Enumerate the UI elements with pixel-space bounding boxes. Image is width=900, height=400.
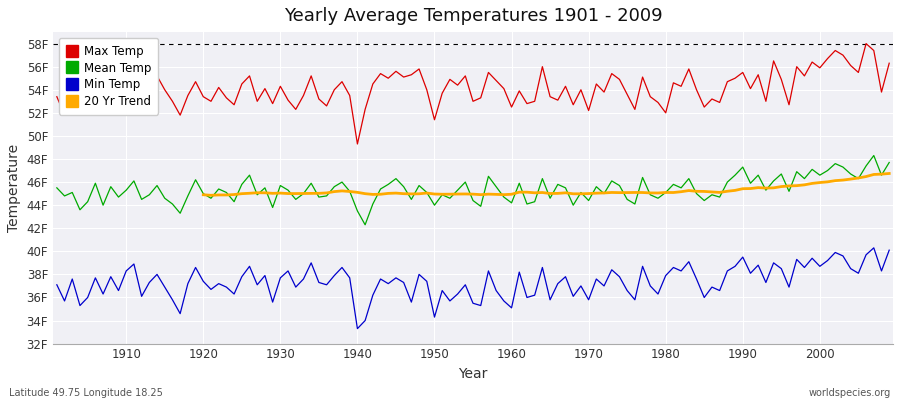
Legend: Max Temp, Mean Temp, Min Temp, 20 Yr Trend: Max Temp, Mean Temp, Min Temp, 20 Yr Tre…: [58, 38, 158, 115]
Text: Latitude 49.75 Longitude 18.25: Latitude 49.75 Longitude 18.25: [9, 388, 163, 398]
X-axis label: Year: Year: [458, 367, 488, 381]
Title: Yearly Average Temperatures 1901 - 2009: Yearly Average Temperatures 1901 - 2009: [284, 7, 662, 25]
Text: worldspecies.org: worldspecies.org: [809, 388, 891, 398]
Y-axis label: Temperature: Temperature: [7, 144, 21, 232]
